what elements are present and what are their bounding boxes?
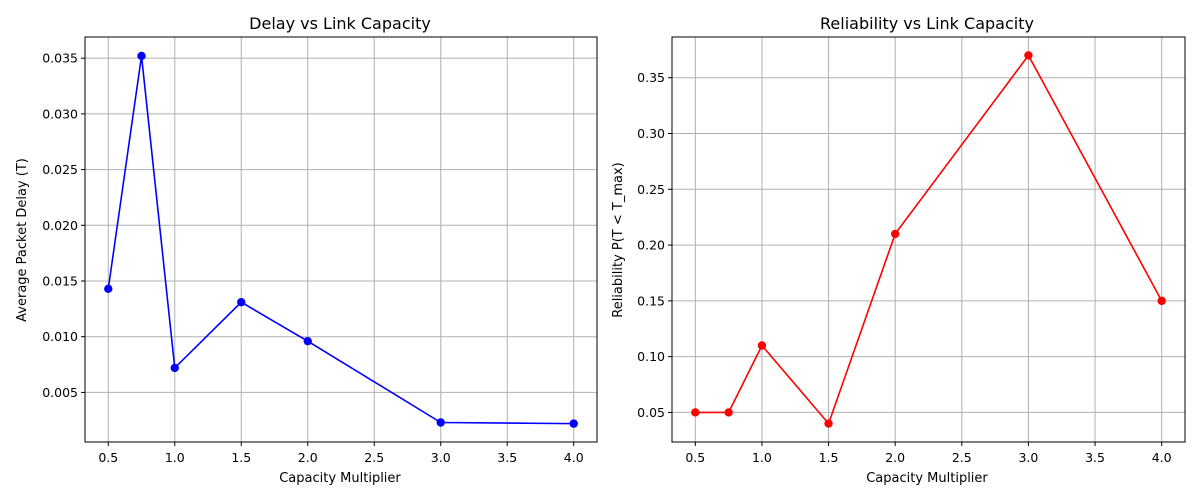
y-tick-label: 0.05: [637, 405, 665, 420]
chart-title: Delay vs Link Capacity: [249, 14, 431, 33]
y-tick-label: 0.015: [42, 274, 78, 289]
data-point: [170, 363, 179, 373]
y-tick-label: 0.25: [637, 182, 665, 197]
data-point: [569, 419, 578, 428]
x-tick-label: 1.5: [231, 450, 251, 465]
y-tick-label: 0.035: [42, 51, 78, 66]
x-tick-label: 1.0: [165, 450, 185, 465]
plot-frame: [84, 36, 598, 443]
plot-frame: [671, 36, 1186, 443]
data-point: [436, 418, 445, 427]
chart-title: Reliability vs Link Capacity: [820, 14, 1034, 33]
data-point: [824, 419, 833, 428]
grid: [85, 37, 597, 442]
y-tick-label: 0.020: [42, 218, 78, 233]
x-tick-label: 2.0: [298, 450, 318, 465]
x-axis-label: Capacity Multiplier: [866, 471, 988, 486]
y-tick-label: 0.010: [42, 329, 78, 344]
x-tick-label: 2.5: [952, 450, 972, 465]
data-point: [137, 51, 146, 61]
y-tick-label: 0.35: [637, 70, 665, 85]
x-tick-label: 1.5: [819, 450, 839, 465]
y-tick-label: 0.20: [637, 238, 665, 253]
y-tick-label: 0.30: [637, 126, 665, 141]
y-axis-label: Reliability P(T < T_max): [611, 162, 626, 318]
y-axis-label: Average Packet Delay (T): [15, 158, 30, 322]
y-tick-label: 0.025: [42, 162, 78, 177]
x-tick-label: 4.0: [564, 450, 584, 465]
data-point: [724, 408, 733, 417]
data-point: [757, 341, 767, 350]
x-tick-label: 0.5: [98, 450, 118, 465]
x-tick-label: 2.0: [885, 450, 905, 465]
y-tick-label: 0.030: [42, 106, 78, 121]
data-point: [1157, 296, 1166, 306]
data-point: [237, 297, 246, 307]
y-tick-label: 0.15: [637, 293, 665, 308]
x-tick-label: 0.5: [685, 450, 705, 465]
x-tick-label: 3.5: [1085, 450, 1105, 465]
y-tick-label: 0.10: [637, 349, 665, 364]
data-point: [890, 229, 900, 239]
x-axis-label: Capacity Multiplier: [279, 471, 401, 486]
x-tick-label: 3.0: [1018, 450, 1038, 465]
x-tick-label: 3.0: [431, 450, 451, 465]
data-point: [104, 284, 113, 294]
series-line: [695, 53, 1163, 426]
x-tick-label: 2.5: [364, 450, 384, 465]
x-tick-label: 4.0: [1152, 450, 1172, 465]
grid: [672, 37, 1185, 442]
data-point: [303, 336, 312, 346]
data-point: [691, 408, 700, 417]
chart-reliability: Reliability vs Link Capacity Capacity Mu…: [611, 14, 1186, 486]
y-tick-label: 0.005: [42, 385, 78, 400]
x-tick-label: 3.5: [497, 450, 517, 465]
x-tick-label: 1.0: [752, 450, 772, 465]
data-point: [1024, 51, 1033, 60]
chart-delay: Delay vs Link Capacity Capacity Multipli…: [15, 14, 598, 486]
